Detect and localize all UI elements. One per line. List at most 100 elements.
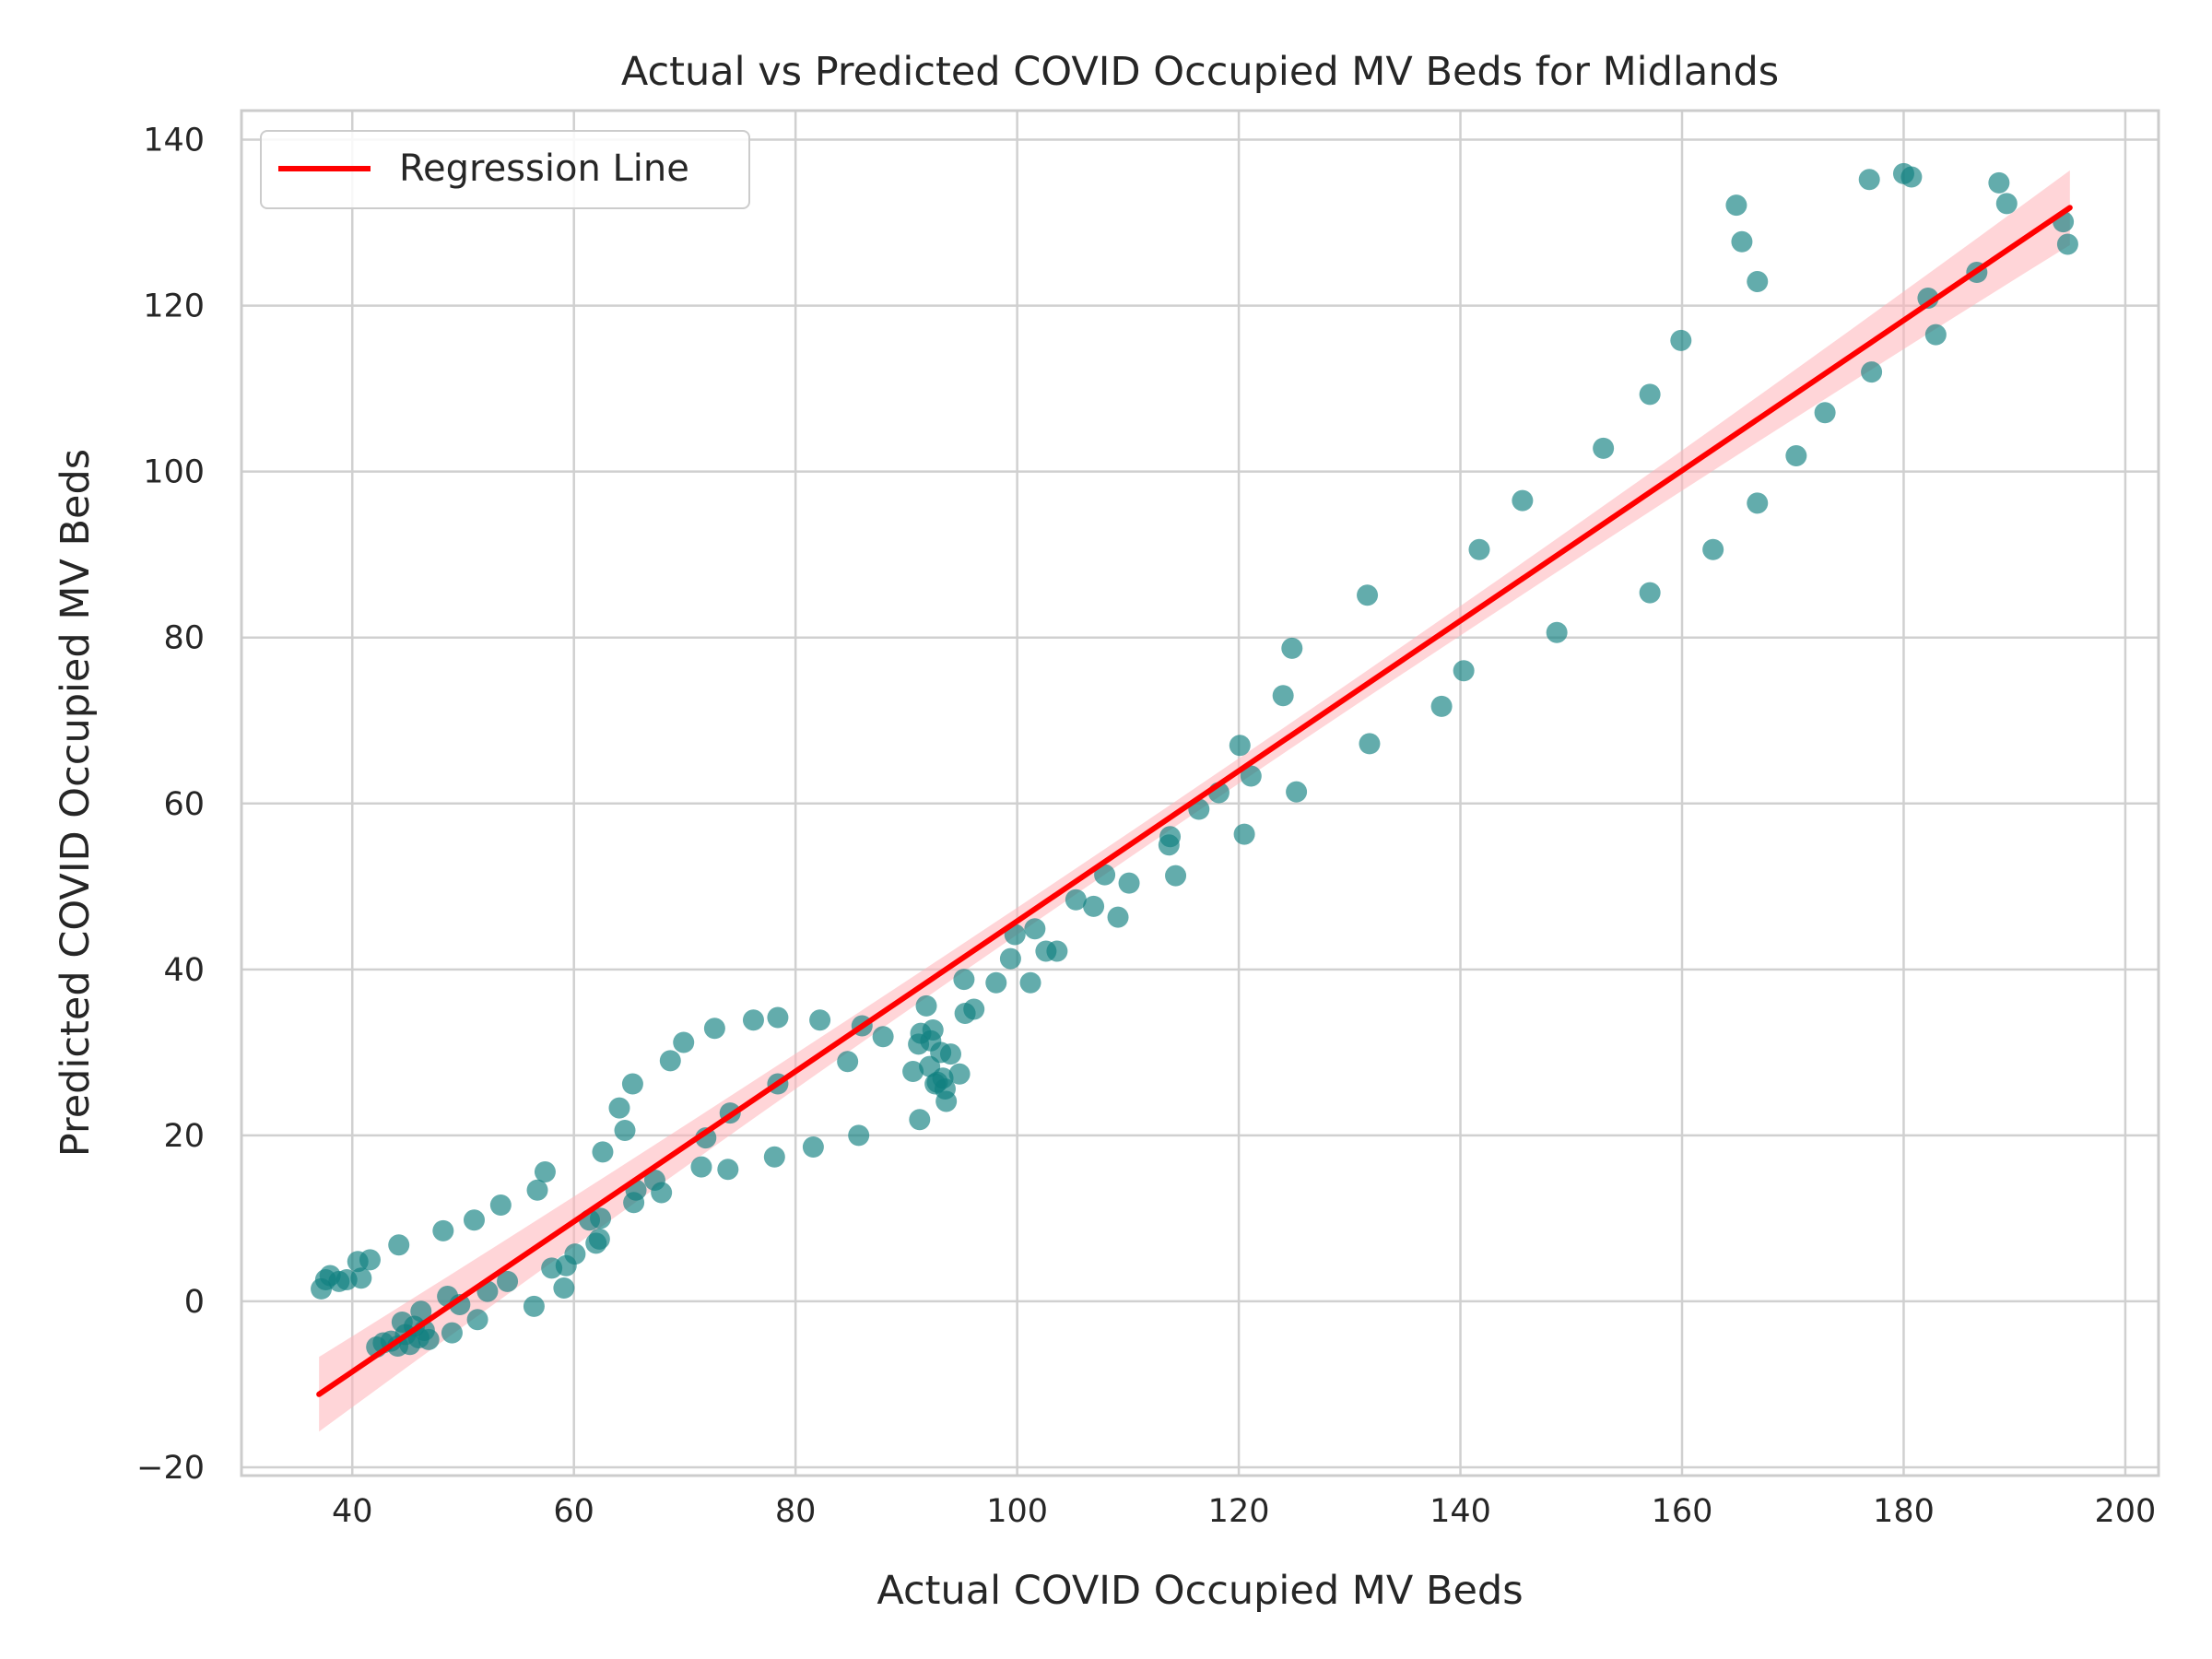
data-point <box>1107 906 1129 928</box>
data-point <box>1240 765 1262 787</box>
x-tick-label: 60 <box>553 1493 594 1530</box>
data-point <box>1357 584 1379 606</box>
data-point <box>1453 660 1475 682</box>
data-point <box>1593 437 1615 459</box>
data-point <box>848 1124 870 1147</box>
data-point <box>553 1277 575 1300</box>
data-point <box>564 1243 586 1265</box>
data-point <box>939 1043 961 1065</box>
data-point <box>872 1026 894 1048</box>
data-point <box>350 1267 372 1289</box>
data-point <box>1747 270 1769 292</box>
data-point <box>953 969 975 991</box>
data-points <box>311 162 2078 1358</box>
x-axis-label: Actual COVID Occupied MV Beds <box>877 1568 1523 1614</box>
x-tick-labels: 40 60 80 100 120 140 160 180 200 <box>332 1493 2156 1530</box>
x-tick-label: 180 <box>1873 1493 1935 1530</box>
data-point <box>673 1031 695 1053</box>
data-point <box>902 1061 924 1083</box>
data-point <box>763 1146 785 1168</box>
y-tick-labels: −20 0 20 40 60 80 100 120 140 <box>136 123 205 1487</box>
data-point <box>526 1179 548 1201</box>
data-point <box>1702 538 1724 560</box>
chart-title: Actual vs Predicted COVID Occupied MV Be… <box>621 49 1779 95</box>
data-point <box>1019 971 1041 994</box>
data-point <box>1512 489 1534 512</box>
y-tick-label: 100 <box>143 454 205 491</box>
y-axis-label: Predicted COVID Occupied MV Beds <box>53 449 99 1157</box>
data-point <box>915 994 937 1017</box>
data-point <box>802 1135 824 1158</box>
data-point <box>1639 383 1661 406</box>
data-point <box>1785 445 1807 467</box>
data-point <box>388 1234 410 1256</box>
data-point <box>809 1009 831 1031</box>
data-point <box>909 1109 931 1131</box>
data-point <box>463 1209 485 1231</box>
data-point <box>1900 166 1923 188</box>
data-point <box>1281 637 1303 659</box>
data-point <box>1546 621 1568 643</box>
data-point <box>922 1019 944 1041</box>
x-tick-label: 200 <box>2095 1493 2157 1530</box>
data-point <box>1229 735 1251 757</box>
plot-area-frame <box>240 109 2160 1477</box>
data-point <box>1430 695 1453 717</box>
data-point <box>1118 872 1140 894</box>
data-point <box>651 1182 673 1204</box>
data-point <box>935 1090 958 1112</box>
data-point <box>1046 940 1068 962</box>
data-point <box>1814 402 1836 424</box>
data-point <box>1995 193 2018 215</box>
legend: Regression Line <box>260 130 750 209</box>
data-point <box>1639 582 1661 604</box>
data-point <box>621 1073 643 1095</box>
data-point <box>1083 895 1105 917</box>
y-tick-label: 40 <box>163 952 205 989</box>
y-tick-label: 140 <box>143 123 205 159</box>
data-point <box>608 1097 630 1119</box>
data-point <box>410 1300 432 1323</box>
data-point <box>999 947 1021 970</box>
y-tick-label: 20 <box>163 1118 205 1155</box>
data-point <box>1065 888 1087 911</box>
data-point <box>767 1006 789 1029</box>
data-point <box>2056 233 2078 255</box>
data-point <box>742 1009 764 1031</box>
data-point <box>1861 361 1883 383</box>
x-tick-label: 120 <box>1208 1493 1270 1530</box>
data-point <box>588 1228 610 1250</box>
regression-line-group <box>316 205 2073 1397</box>
data-point <box>1858 169 1880 191</box>
data-point <box>1165 865 1187 887</box>
data-point <box>1094 864 1116 886</box>
data-point <box>418 1328 440 1350</box>
data-point <box>1024 918 1046 940</box>
x-tick-label: 160 <box>1652 1493 1713 1530</box>
y-tick-label: 120 <box>143 288 205 325</box>
y-tick-label: −20 <box>136 1450 205 1487</box>
data-point <box>592 1141 614 1163</box>
data-point <box>534 1160 556 1182</box>
data-point <box>432 1219 454 1241</box>
data-point <box>497 1270 519 1292</box>
data-point <box>1725 194 1747 217</box>
data-point <box>1233 823 1255 845</box>
data-point <box>1468 538 1490 560</box>
data-point <box>1988 171 2010 194</box>
x-tick-label: 40 <box>332 1493 373 1530</box>
legend-box <box>260 130 750 209</box>
data-point <box>489 1194 512 1217</box>
x-tick-label: 80 <box>775 1493 817 1530</box>
data-point <box>985 971 1007 994</box>
x-tick-label: 100 <box>986 1493 1048 1530</box>
y-tick-label: 80 <box>163 620 205 657</box>
data-point <box>717 1159 739 1181</box>
y-tick-label: 60 <box>163 786 205 823</box>
data-point <box>837 1051 859 1073</box>
data-point <box>1272 685 1294 707</box>
data-point <box>466 1309 488 1331</box>
data-point <box>614 1119 636 1141</box>
data-point <box>659 1050 681 1072</box>
